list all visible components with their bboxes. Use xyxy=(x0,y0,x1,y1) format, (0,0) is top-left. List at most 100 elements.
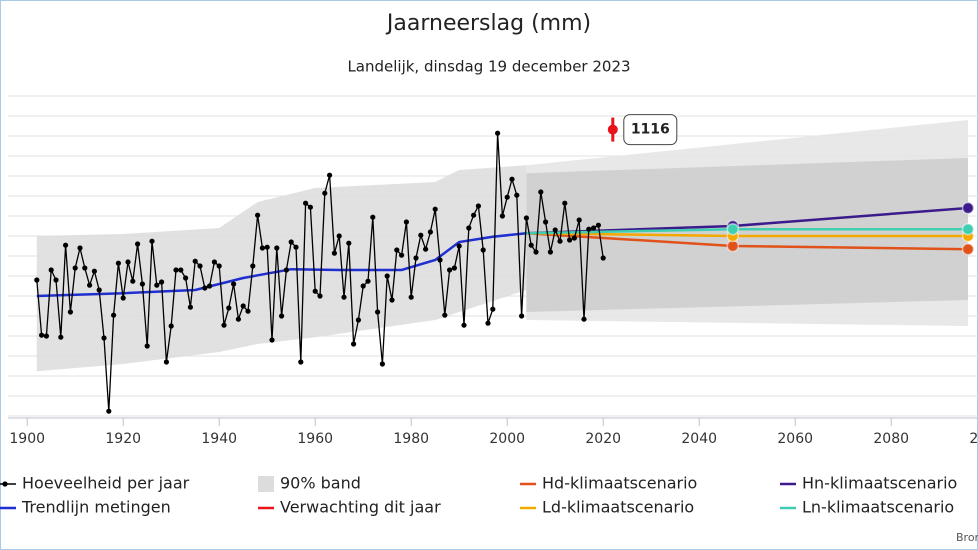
point xyxy=(485,320,491,326)
point xyxy=(519,313,525,319)
point xyxy=(255,212,261,218)
point xyxy=(231,281,237,287)
point xyxy=(120,295,126,301)
point xyxy=(490,306,496,312)
point xyxy=(67,309,73,315)
point xyxy=(509,176,515,182)
point xyxy=(149,238,155,244)
point xyxy=(399,252,405,258)
point xyxy=(331,250,337,256)
point xyxy=(523,215,530,221)
point xyxy=(197,263,203,269)
point xyxy=(101,335,107,341)
point xyxy=(207,283,213,289)
point xyxy=(600,255,606,261)
point xyxy=(159,279,165,285)
legend-label: Hn-klimaatscenario xyxy=(802,474,957,493)
point xyxy=(327,172,333,178)
point xyxy=(111,312,117,318)
point xyxy=(576,217,582,223)
point xyxy=(351,341,357,347)
point xyxy=(144,343,150,349)
x-tick-label: 2100 xyxy=(969,431,978,447)
point xyxy=(163,359,169,365)
x-tick-label: 1920 xyxy=(105,431,141,447)
point xyxy=(130,278,136,284)
point xyxy=(499,213,505,219)
point xyxy=(115,260,121,266)
legend-label: Ln-klimaatscenario xyxy=(802,498,954,517)
point xyxy=(226,305,232,311)
chart-subtitle: Landelijk, dinsdag 19 december 2023 xyxy=(347,58,630,76)
point xyxy=(726,222,740,236)
point xyxy=(427,229,433,235)
point xyxy=(63,242,69,248)
x-tick-label: 2020 xyxy=(585,431,621,447)
point xyxy=(418,232,424,238)
point xyxy=(413,255,419,261)
point xyxy=(139,281,145,287)
point xyxy=(466,225,472,231)
point xyxy=(216,263,222,269)
x-tick-label: 1980 xyxy=(393,431,429,447)
point xyxy=(279,313,285,319)
point xyxy=(442,312,448,318)
point xyxy=(58,334,64,340)
line xyxy=(36,231,527,298)
legend-swatch xyxy=(258,476,274,492)
point xyxy=(202,285,208,291)
point xyxy=(543,219,549,225)
point xyxy=(173,267,179,273)
point xyxy=(528,242,534,248)
point xyxy=(245,308,251,314)
point xyxy=(557,238,563,244)
point xyxy=(221,322,227,328)
point xyxy=(91,268,97,274)
forecast-point xyxy=(607,124,618,135)
point xyxy=(135,241,141,247)
point xyxy=(533,249,539,255)
point xyxy=(154,282,160,288)
point xyxy=(461,322,467,328)
point xyxy=(538,189,544,195)
point xyxy=(341,294,347,300)
point xyxy=(370,214,376,220)
point xyxy=(375,309,381,315)
x-tick-label: 1940 xyxy=(201,431,237,447)
point xyxy=(504,194,510,200)
point xyxy=(346,240,352,246)
point xyxy=(514,192,520,198)
point xyxy=(211,259,217,265)
point xyxy=(389,297,395,303)
source: Bron xyxy=(956,531,978,544)
point xyxy=(586,226,592,232)
point xyxy=(408,294,414,300)
point xyxy=(235,316,241,322)
point xyxy=(259,245,265,251)
point xyxy=(432,206,438,212)
legend-label: Trendlijn metingen xyxy=(21,498,171,517)
legend-swatch xyxy=(2,481,8,487)
point xyxy=(48,267,54,273)
point xyxy=(82,265,88,271)
point xyxy=(168,323,174,329)
point xyxy=(547,249,554,255)
point xyxy=(192,258,198,264)
point xyxy=(567,237,573,243)
point xyxy=(403,219,409,225)
point xyxy=(187,304,193,310)
x-tick-label: 2080 xyxy=(873,431,909,447)
point xyxy=(87,282,93,288)
point xyxy=(961,201,975,215)
point xyxy=(43,333,50,339)
point xyxy=(250,263,256,269)
x-tick-label: 2040 xyxy=(681,431,717,447)
data-label-box xyxy=(623,114,678,146)
point xyxy=(72,265,78,271)
point xyxy=(317,293,323,299)
point xyxy=(355,317,361,323)
point xyxy=(298,359,304,365)
point xyxy=(480,247,486,253)
plot: 1900 1920 1940 1960 1980 2000 2020 2040 2060 2080… xyxy=(8,95,978,447)
